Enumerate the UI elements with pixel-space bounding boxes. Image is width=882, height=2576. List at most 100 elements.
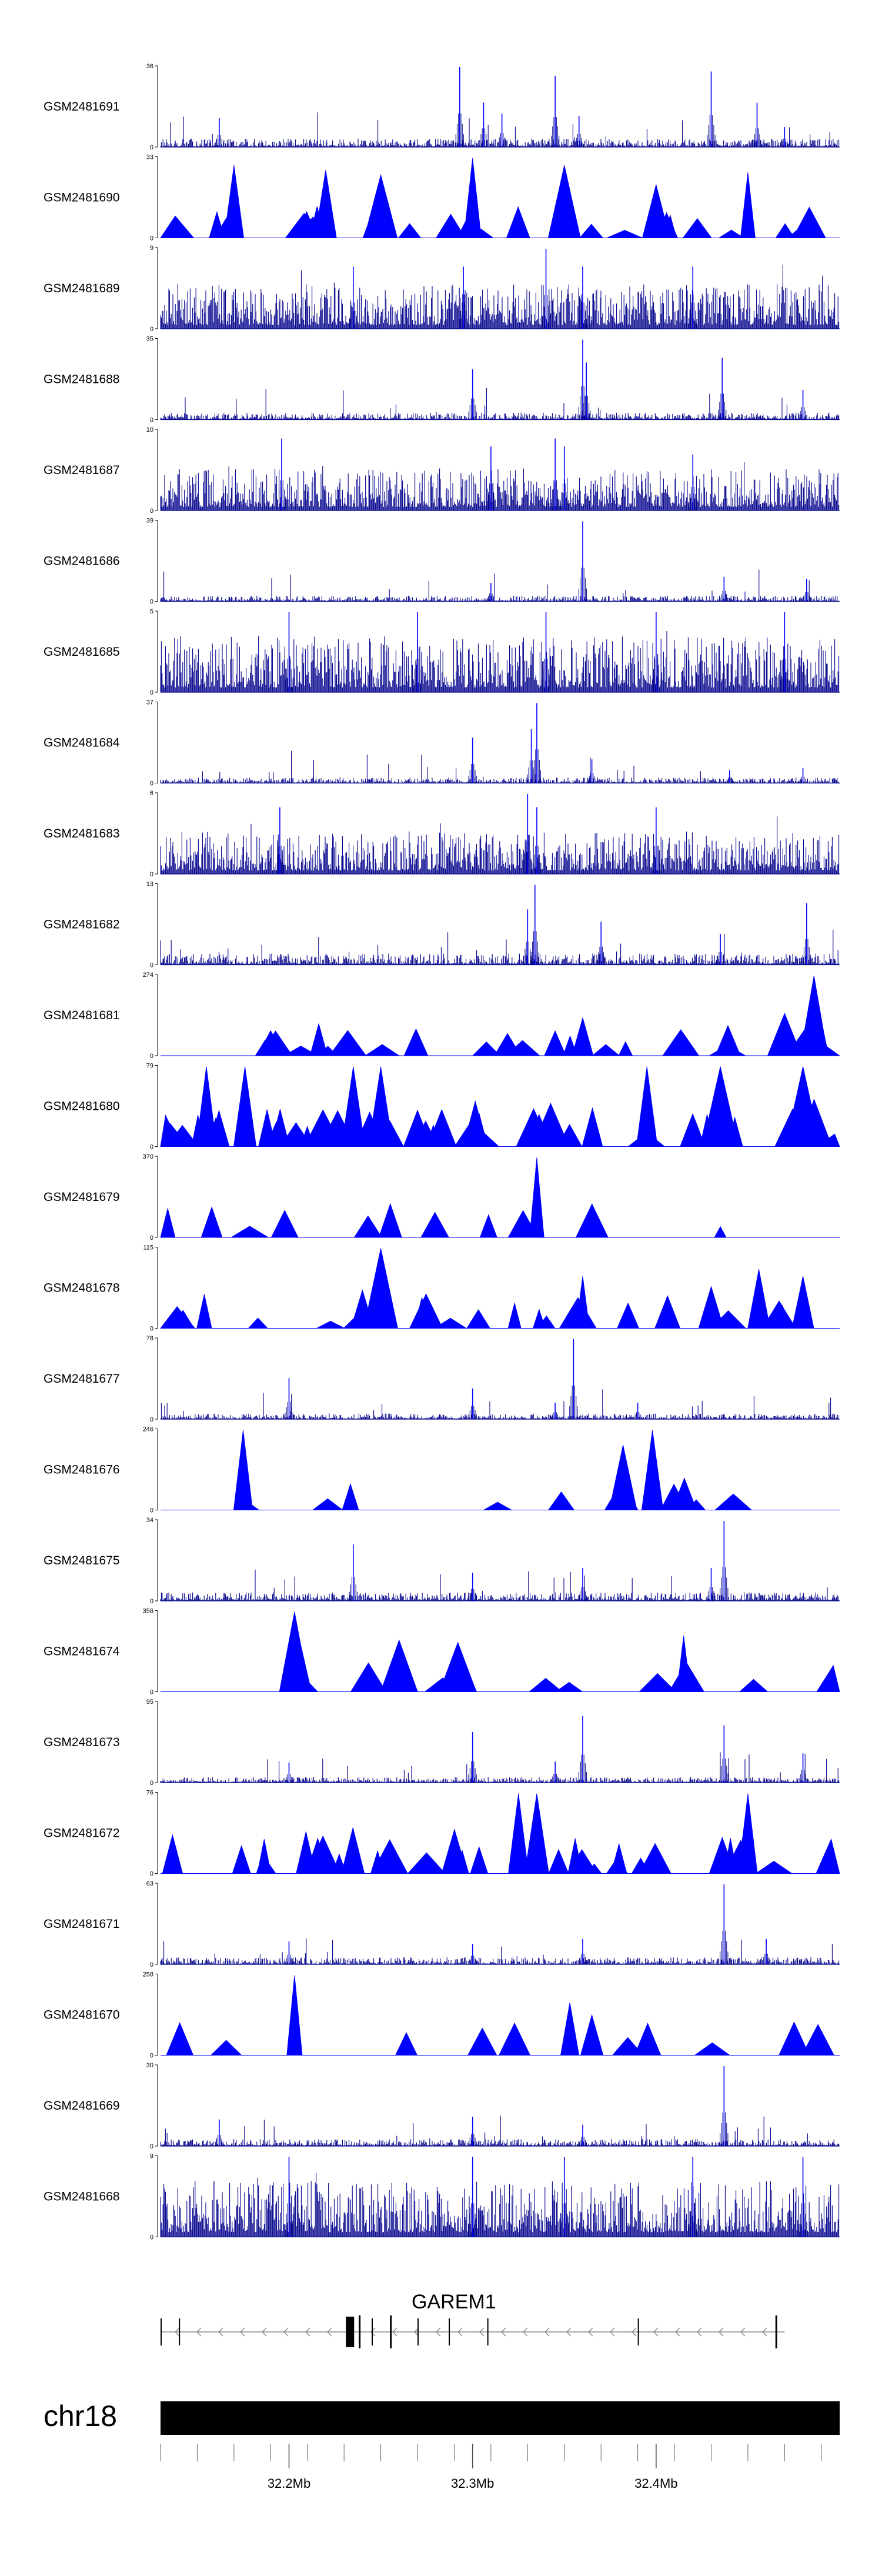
coverage-peak bbox=[755, 1861, 793, 1874]
y-tick-label-max: 33 bbox=[146, 154, 153, 161]
track-GSM2481689: GSM2481689 9 0 bbox=[44, 245, 840, 333]
strand-chevron bbox=[566, 2327, 572, 2337]
coverage-peak bbox=[210, 2040, 242, 2056]
y-tick-label-max: 274 bbox=[143, 972, 153, 979]
coverage-peak bbox=[466, 1309, 491, 1329]
coverage-peak bbox=[316, 1320, 345, 1329]
coverage-peak bbox=[618, 1041, 633, 1056]
y-tick-label-zero: 0 bbox=[150, 235, 153, 242]
coverage-peak bbox=[353, 1215, 383, 1238]
y-tick-label-zero: 0 bbox=[150, 326, 153, 333]
coverage-peak bbox=[506, 206, 530, 238]
y-tick-label-max: 76 bbox=[146, 1790, 153, 1797]
track-label: GSM2481675 bbox=[44, 1554, 120, 1567]
chromosome-band bbox=[161, 2401, 840, 2435]
coverage-peak bbox=[315, 170, 337, 238]
coverage-peak bbox=[341, 1827, 365, 1874]
y-tick-label-max: 246 bbox=[143, 1426, 153, 1433]
track-label: GSM2481684 bbox=[44, 736, 120, 750]
coverage-peak bbox=[714, 1226, 727, 1238]
coverage-peak bbox=[363, 173, 398, 238]
track-label: GSM2481670 bbox=[44, 2008, 120, 2022]
coverage-peak bbox=[682, 218, 712, 238]
track-label: GSM2481683 bbox=[44, 827, 120, 840]
coverage-peak bbox=[230, 1226, 269, 1238]
coverage-signal bbox=[160, 1569, 840, 1601]
coverage-peak bbox=[668, 1661, 705, 1692]
coverage-peak bbox=[606, 229, 643, 238]
strand-chevron bbox=[457, 2327, 463, 2337]
coverage-signal bbox=[160, 112, 840, 147]
coverage-peak bbox=[223, 165, 244, 238]
strand-chevron bbox=[283, 2327, 289, 2337]
strand-chevron bbox=[523, 2327, 528, 2337]
y-tick-label-zero: 0 bbox=[150, 1416, 153, 1423]
coverage-peak bbox=[166, 2022, 194, 2056]
y-tick-label-max: 34 bbox=[146, 1517, 153, 1524]
coverage-signal bbox=[160, 1752, 840, 1783]
gene-exon-6 bbox=[390, 2315, 392, 2348]
coverage-peak bbox=[329, 1030, 367, 1056]
strand-chevron bbox=[218, 2327, 223, 2337]
y-tick-label-max: 370 bbox=[143, 1153, 153, 1160]
track-GSM2481688: GSM2481688 35 0 bbox=[44, 336, 840, 424]
coverage-peak bbox=[634, 2023, 662, 2056]
track-GSM2481684: GSM2481684 37 0 bbox=[44, 699, 840, 788]
gene-annotation-track: GAREM1 bbox=[161, 2291, 785, 2348]
track-label: GSM2481679 bbox=[44, 1190, 120, 1204]
y-tick-label-zero: 0 bbox=[150, 689, 153, 696]
coverage-peak bbox=[467, 2027, 497, 2056]
track-GSM2481681: GSM2481681 274 0 bbox=[44, 972, 841, 1060]
coverage-peak bbox=[575, 1203, 609, 1238]
coverage-signal bbox=[160, 569, 840, 602]
y-tick-label-max: 13 bbox=[146, 881, 153, 888]
gene-name-label: GAREM1 bbox=[412, 2291, 496, 2313]
strand-chevron bbox=[719, 2327, 724, 2337]
coverage-peak bbox=[715, 1025, 741, 1056]
coverage-peak bbox=[196, 1294, 212, 1329]
coverage-peak bbox=[160, 215, 195, 238]
strand-chevron bbox=[262, 2327, 267, 2337]
track-GSM2481686: GSM2481686 39 0 bbox=[44, 518, 840, 606]
coverage-peak bbox=[718, 229, 745, 238]
coverage-peak bbox=[470, 1846, 489, 1874]
coverage-peak bbox=[378, 1203, 402, 1238]
track-GSM2481676: GSM2481676 246 0 bbox=[44, 1426, 840, 1514]
strand-chevron bbox=[196, 2327, 202, 2337]
coverage-peak bbox=[579, 223, 604, 238]
track-label: GSM2481668 bbox=[44, 2190, 120, 2204]
coverage-peak bbox=[397, 223, 422, 238]
track-label: GSM2481673 bbox=[44, 1736, 120, 1749]
track-GSM2481678: GSM2481678 115 0 bbox=[44, 1244, 840, 1333]
y-tick-label-zero: 0 bbox=[150, 599, 153, 606]
coverage-peak bbox=[816, 1838, 840, 1874]
gene-exon-1 bbox=[161, 2318, 162, 2345]
track-label: GSM2481671 bbox=[44, 1917, 120, 1931]
coverage-peak bbox=[616, 1302, 640, 1329]
coverage-signal bbox=[160, 1938, 840, 1964]
axis-tick-label: 32.3Mb bbox=[451, 2476, 494, 2491]
gene-exon-3 bbox=[346, 2317, 355, 2347]
y-tick-label-zero: 0 bbox=[150, 2053, 153, 2060]
strand-chevron bbox=[675, 2327, 680, 2337]
coverage-peak bbox=[426, 1109, 457, 1147]
coverage-peak bbox=[479, 1214, 497, 1238]
coverage-peak bbox=[654, 1295, 681, 1329]
coverage-peak bbox=[816, 1664, 840, 1692]
y-tick-label-zero: 0 bbox=[150, 2143, 153, 2150]
coverage-peak bbox=[662, 1029, 700, 1056]
coverage-peak bbox=[463, 158, 482, 238]
gene-exon-9 bbox=[487, 2318, 489, 2345]
coverage-peak bbox=[162, 1834, 183, 1874]
track-GSM2481690: GSM2481690 33 0 bbox=[44, 154, 840, 242]
track-label: GSM2481678 bbox=[44, 1282, 120, 1295]
coverage-peak bbox=[636, 1066, 658, 1147]
y-tick-label-zero: 0 bbox=[150, 1234, 153, 1242]
coverage-peak bbox=[572, 1017, 594, 1056]
track-label: GSM2481691 bbox=[44, 100, 120, 114]
track-GSM2481669: GSM2481669 30 0 bbox=[44, 2062, 840, 2150]
coverage-peak bbox=[738, 1793, 758, 1874]
y-tick-label-zero: 0 bbox=[150, 2234, 153, 2241]
coverage-peak bbox=[554, 1681, 583, 1692]
